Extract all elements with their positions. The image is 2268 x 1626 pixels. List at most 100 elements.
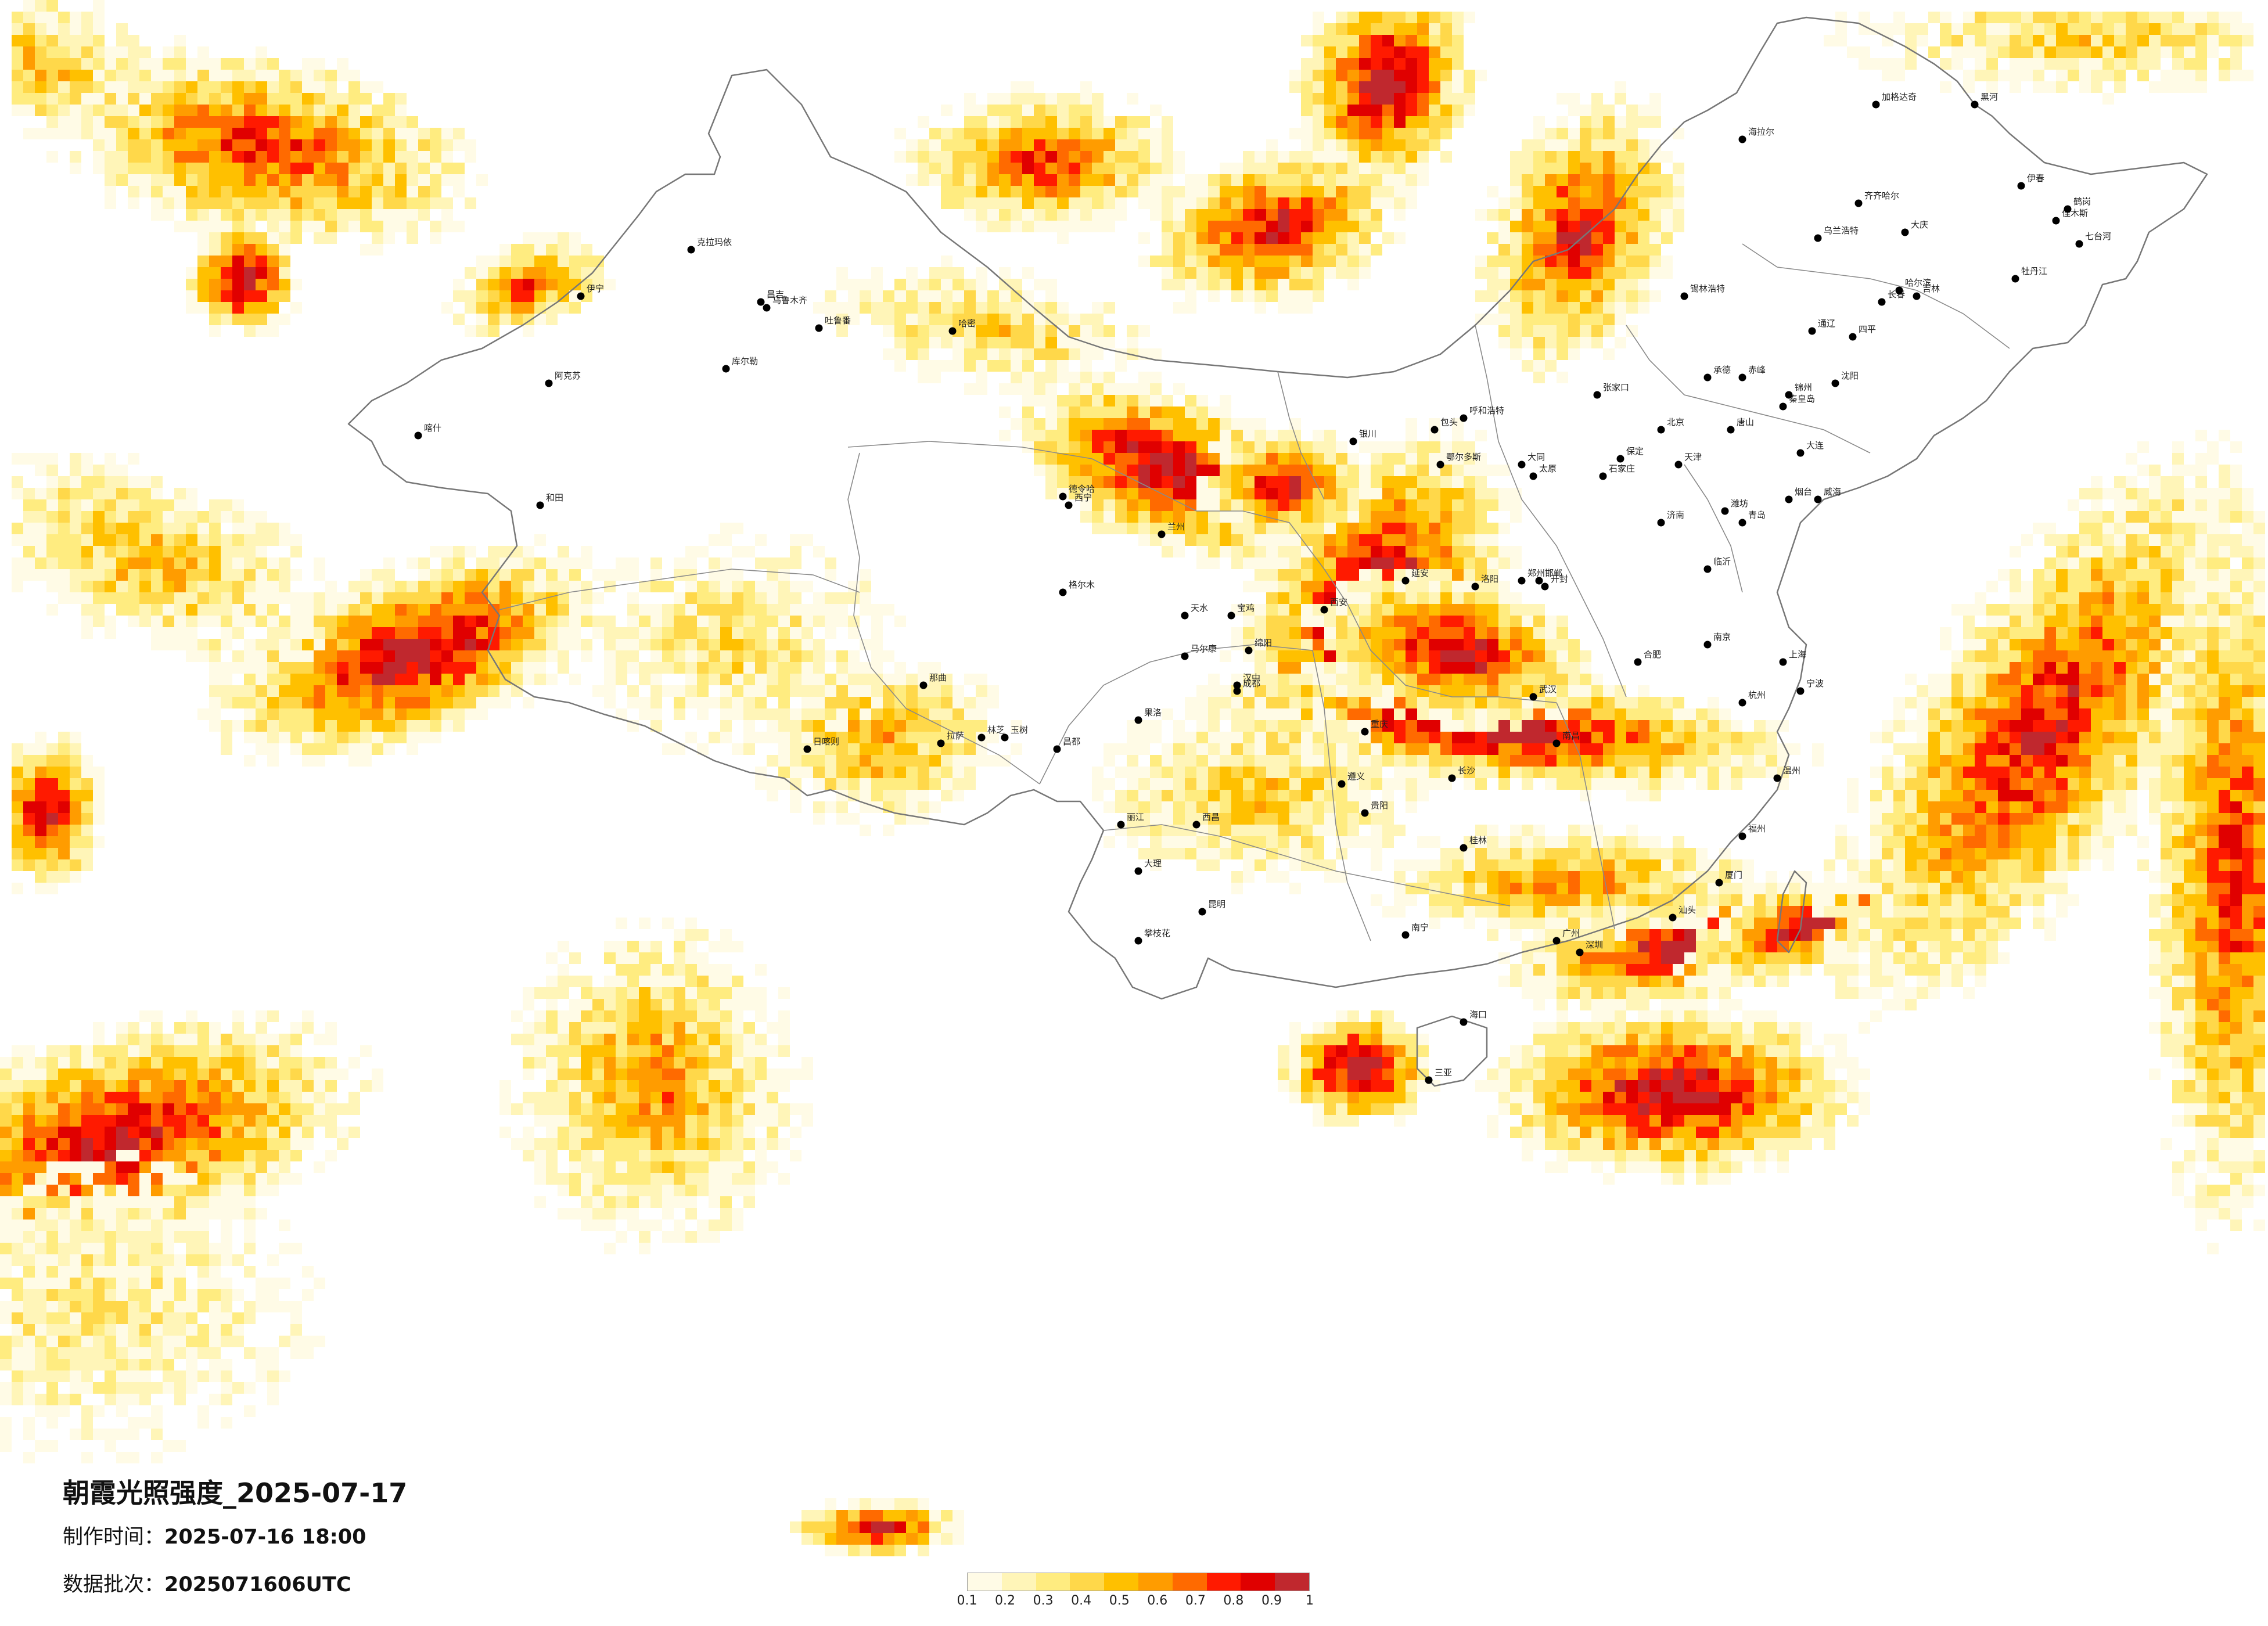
intensity-cell: [290, 697, 302, 708]
intensity-cell: [1882, 790, 1893, 801]
intensity-cell: [1498, 488, 1510, 499]
intensity-cell: [1371, 12, 1382, 23]
intensity-cell: [430, 674, 441, 685]
intensity-cell: [1986, 720, 1998, 732]
intensity-cell: [1092, 465, 1104, 476]
intensity-cell: [2056, 546, 2068, 557]
intensity-cell: [1429, 453, 1440, 465]
intensity-cell: [1336, 616, 1347, 627]
intensity-cell: [1615, 1069, 1626, 1080]
intensity-cell: [1382, 1010, 1394, 1022]
intensity-cell: [2102, 534, 2114, 546]
intensity-cell: [1568, 1103, 1580, 1115]
intensity-cell: [1615, 1138, 1626, 1150]
intensity-cell: [1162, 128, 1173, 139]
intensity-cell: [1301, 302, 1313, 314]
intensity-cell: [1696, 708, 1708, 720]
intensity-cell: [1475, 511, 1487, 523]
intensity-cell: [2033, 732, 2044, 743]
intensity-cell: [2091, 569, 2102, 581]
intensity-cell: [314, 662, 325, 674]
intensity-cell: [1893, 952, 1905, 964]
intensity-cell: [302, 755, 314, 767]
intensity-cell: [441, 697, 453, 708]
intensity-cell: [1719, 1022, 1731, 1034]
intensity-cell: [1626, 163, 1638, 174]
intensity-cell: [1766, 964, 1777, 976]
intensity-cell: [1162, 546, 1173, 557]
intensity-cell: [1975, 952, 1986, 964]
intensity-cell: [2195, 813, 2207, 825]
intensity-cell: [1243, 174, 1255, 186]
intensity-cell: [1696, 1173, 1708, 1185]
intensity-cell: [1557, 627, 1568, 639]
intensity-cell: [2102, 708, 2114, 720]
intensity-cell: [1673, 999, 1684, 1010]
intensity-cell: [1289, 465, 1301, 476]
intensity-cell: [976, 139, 987, 151]
intensity-cell: [1626, 1080, 1638, 1092]
intensity-cell: [511, 557, 523, 569]
intensity-cell: [1336, 232, 1347, 244]
intensity-cell: [1255, 174, 1266, 186]
intensity-cell: [325, 650, 337, 662]
intensity-cell: [2010, 685, 2021, 697]
intensity-cell: [1603, 952, 1615, 964]
intensity-cell: [372, 720, 383, 732]
intensity-cell: [1057, 186, 1069, 197]
intensity-cell: [2010, 604, 2021, 616]
intensity-cell: [1580, 1045, 1591, 1057]
intensity-cell: [1382, 732, 1394, 743]
intensity-cell: [1708, 1173, 1719, 1185]
intensity-cell: [1522, 964, 1533, 976]
intensity-cell: [1684, 987, 1696, 999]
intensity-cell: [383, 650, 395, 662]
intensity-cell: [1301, 279, 1313, 290]
intensity-cell: [1196, 453, 1208, 465]
intensity-cell: [1255, 534, 1266, 546]
intensity-cell: [2126, 720, 2137, 732]
intensity-cell: [2126, 523, 2137, 534]
intensity-cell: [976, 197, 987, 209]
intensity-cell: [999, 209, 1011, 221]
intensity-cell: [1928, 894, 1940, 906]
intensity-cell: [1661, 1069, 1673, 1080]
intensity-cell: [941, 186, 953, 197]
intensity-cell: [1510, 499, 1522, 511]
intensity-cell: [1789, 1034, 1800, 1045]
intensity-cell: [2195, 430, 2207, 441]
intensity-cell: [999, 105, 1011, 116]
intensity-field: [0, 0, 2265, 1556]
intensity-cell: [430, 627, 441, 639]
intensity-cell: [1069, 174, 1080, 186]
intensity-cell: [1975, 801, 1986, 813]
intensity-cell: [1278, 557, 1289, 569]
intensity-cell: [1173, 186, 1185, 197]
intensity-cell: [569, 604, 581, 616]
intensity-cell: [2044, 720, 2056, 732]
intensity-cell: [1800, 1022, 1812, 1034]
intensity-cell: [1615, 1010, 1626, 1022]
intensity-cell: [1684, 1150, 1696, 1161]
intensity-cell: [1359, 592, 1371, 604]
intensity-cell: [1406, 755, 1417, 767]
intensity-cell: [1591, 221, 1603, 232]
intensity-cell: [1870, 767, 1882, 778]
intensity-cell: [1162, 511, 1173, 523]
intensity-cell: [1742, 1138, 1754, 1150]
intensity-cell: [1603, 290, 1615, 302]
intensity-cell: [1429, 604, 1440, 616]
intensity-cell: [1347, 1103, 1359, 1115]
intensity-cell: [1847, 883, 1859, 894]
intensity-cell: [465, 708, 476, 720]
intensity-cell: [1417, 1057, 1429, 1069]
intensity-cell: [1243, 209, 1255, 221]
intensity-cell: [1092, 105, 1104, 116]
intensity-cell: [2114, 720, 2126, 732]
intensity-cell: [1754, 906, 1766, 918]
intensity-cell: [1185, 708, 1196, 720]
intensity-cell: [1649, 232, 1661, 244]
intensity-cell: [1917, 825, 1928, 836]
intensity-cell: [1382, 1022, 1394, 1034]
intensity-cell: [209, 720, 221, 732]
